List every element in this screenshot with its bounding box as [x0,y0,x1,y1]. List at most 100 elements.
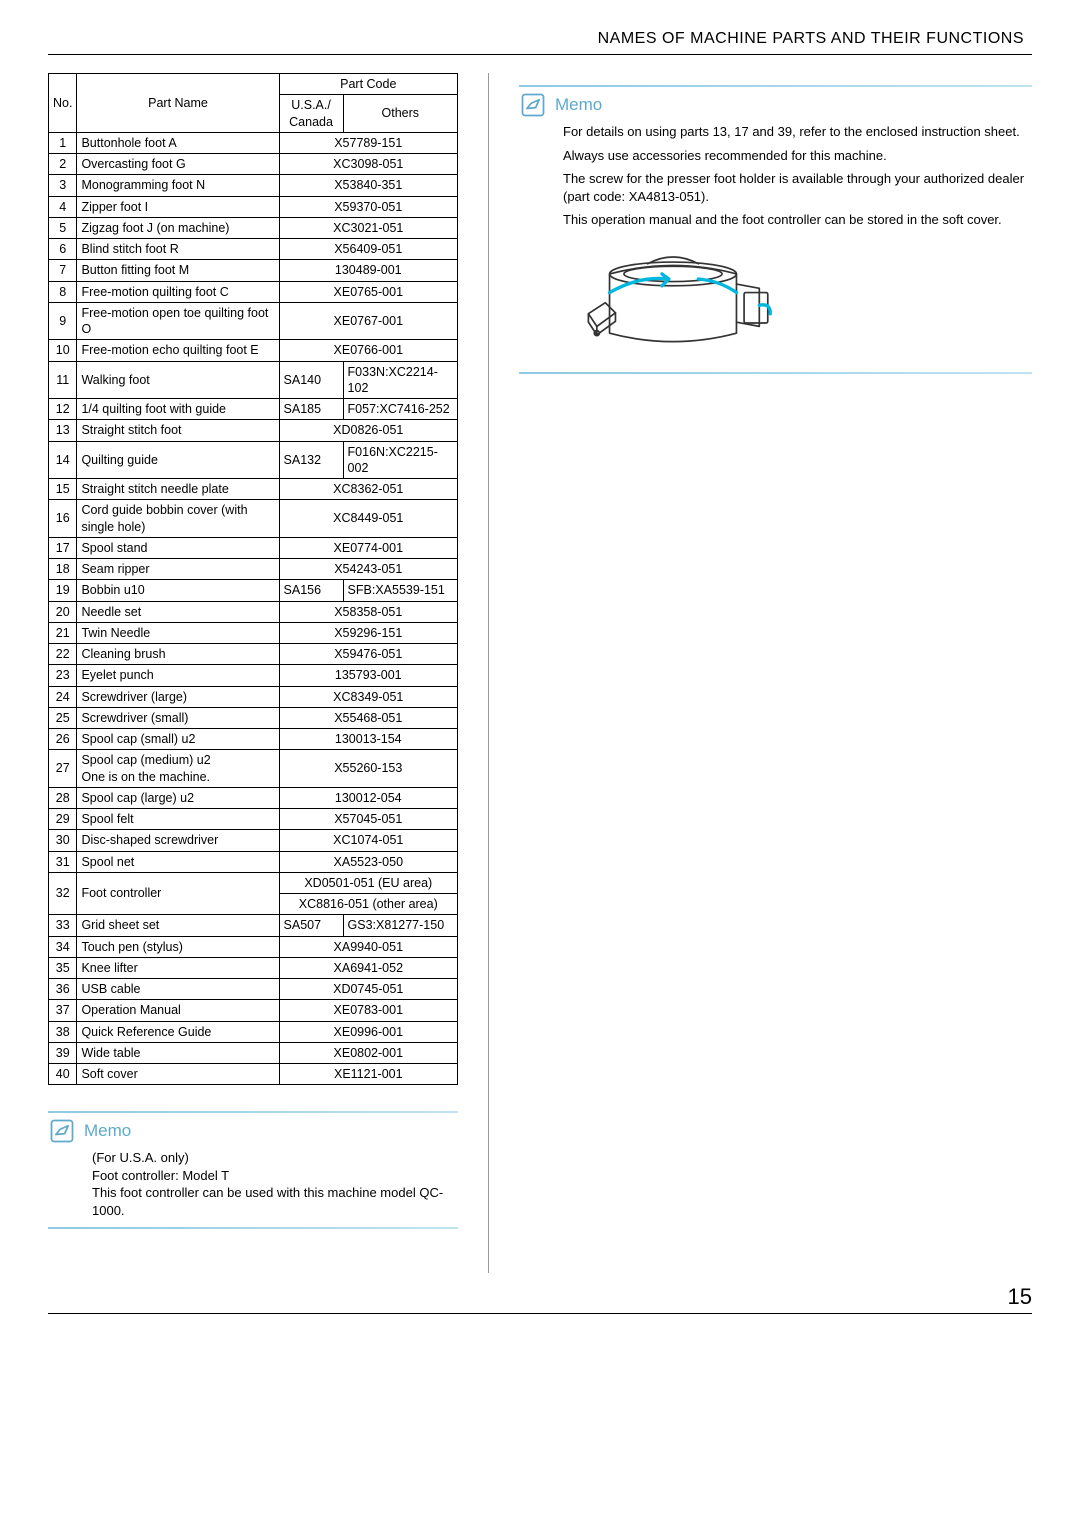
cell-partname: Buttonhole foot A [77,132,279,153]
cell-code: X57045-051 [279,809,457,830]
cell-partname: Walking foot [77,361,279,399]
cell-no: 8 [49,281,77,302]
cell-no: 6 [49,239,77,260]
cell-partname: Touch pen (stylus) [77,936,279,957]
memo-right: Memo For details on using parts 13, 17 a… [519,79,1032,380]
cell-code: X54243-051 [279,559,457,580]
memo-line: (For U.S.A. only) [92,1149,458,1167]
table-row: 1Buttonhole foot AX57789-151 [49,132,458,153]
table-row: 27Spool cap (medium) u2 One is on the ma… [49,750,458,788]
cell-code: X58358-051 [279,601,457,622]
cell-code: 135793-001 [279,665,457,686]
cell-partname: Overcasting foot G [77,154,279,175]
cell-partname: Twin Needle [77,622,279,643]
cell-partname: Quilting guide [77,441,279,479]
memo-para: For details on using parts 13, 17 and 39… [563,123,1032,141]
cell-no: 25 [49,707,77,728]
table-row: 19Bobbin u10SA156SFB:XA5539-151 [49,580,458,601]
cell-no: 35 [49,957,77,978]
cell-no: 32 [49,872,77,915]
table-row: 40Soft coverXE1121-001 [49,1064,458,1085]
memo-para: Always use accessories recommended for t… [563,147,1032,165]
cell-code-usa: SA156 [279,580,343,601]
cell-partname: Eyelet punch [77,665,279,686]
cell-code-line: XC8816-051 (other area) [280,894,457,914]
cell-code: XA9940-051 [279,936,457,957]
cell-no: 40 [49,1064,77,1085]
table-row: 8Free-motion quilting foot CXE0765-001 [49,281,458,302]
cell-partname: Quick Reference Guide [77,1021,279,1042]
table-row: 18Seam ripperX54243-051 [49,559,458,580]
table-row: 32Foot controllerXD0501-051 (EU area)XC8… [49,872,458,915]
memo-rule [48,1111,458,1113]
table-row: 34Touch pen (stylus)XA9940-051 [49,936,458,957]
memo-title: Memo [555,95,602,115]
cell-partname: Operation Manual [77,1000,279,1021]
cell-partname: Knee lifter [77,957,279,978]
table-row: 37Operation ManualXE0783-001 [49,1000,458,1021]
cell-no: 27 [49,750,77,788]
cell-code-other: F057:XC7416-252 [343,399,457,420]
cell-code: XE0765-001 [279,281,457,302]
cell-partname: Monogramming foot N [77,175,279,196]
cell-no: 12 [49,399,77,420]
cell-code: X56409-051 [279,239,457,260]
table-row: 9Free-motion open toe quilting foot OXE0… [49,302,458,340]
cell-partname: Spool cap (medium) u2 One is on the mach… [77,750,279,788]
cell-code-usa: SA185 [279,399,343,420]
cell-code: XE0996-001 [279,1021,457,1042]
cell-partname: Straight stitch foot [77,420,279,441]
table-row: 121/4 quilting foot with guideSA185F057:… [49,399,458,420]
table-row: 16Cord guide bobbin cover (with single h… [49,500,458,538]
table-row: 20Needle setX58358-051 [49,601,458,622]
cell-no: 5 [49,217,77,238]
cell-partname: Cord guide bobbin cover (with single hol… [77,500,279,538]
memo-icon [48,1117,76,1145]
table-row: 26Spool cap (small) u2130013-154 [49,729,458,750]
cell-partname: Disc-shaped screwdriver [77,830,279,851]
cell-code-other: SFB:XA5539-151 [343,580,457,601]
cell-code: XC3098-051 [279,154,457,175]
table-row: 35Knee lifterXA6941-052 [49,957,458,978]
cell-no: 23 [49,665,77,686]
table-row: 38Quick Reference GuideXE0996-001 [49,1021,458,1042]
table-row: 25Screwdriver (small)X55468-051 [49,707,458,728]
cell-no: 1 [49,132,77,153]
parts-table-head: No. Part Name Part Code U.S.A./ Canada O… [49,74,458,133]
cell-no: 26 [49,729,77,750]
cell-code: XC3021-051 [279,217,457,238]
cell-code: X55468-051 [279,707,457,728]
cell-no: 20 [49,601,77,622]
cell-partname: Spool stand [77,537,279,558]
cell-no: 31 [49,851,77,872]
cell-no: 16 [49,500,77,538]
table-row: 29Spool feltX57045-051 [49,809,458,830]
cell-no: 7 [49,260,77,281]
columns: No. Part Name Part Code U.S.A./ Canada O… [48,73,1032,1273]
cell-code: XC8349-051 [279,686,457,707]
cell-no: 4 [49,196,77,217]
cell-partname: Spool cap (small) u2 [77,729,279,750]
cell-no: 29 [49,809,77,830]
table-row: 5Zigzag foot J (on machine)XC3021-051 [49,217,458,238]
table-row: 4Zipper foot IX59370-051 [49,196,458,217]
cell-no: 19 [49,580,77,601]
cell-no: 39 [49,1042,77,1063]
cell-code: XE0766-001 [279,340,457,361]
table-row: 23Eyelet punch135793-001 [49,665,458,686]
parts-table: No. Part Name Part Code U.S.A./ Canada O… [48,73,458,1085]
cell-code: XC8449-051 [279,500,457,538]
table-row: 36USB cableXD0745-051 [49,979,458,1000]
cell-no: 11 [49,361,77,399]
cell-partname: Button fitting foot M [77,260,279,281]
cell-partname: Wide table [77,1042,279,1063]
cell-partname: Free-motion open toe quilting foot O [77,302,279,340]
table-row: 33Grid sheet setSA507GS3:X81277-150 [49,915,458,936]
soft-cover-illustration [563,241,1032,364]
page-number: 15 [1008,1284,1032,1310]
th-partcode: Part Code [279,74,457,95]
cell-partname: USB cable [77,979,279,1000]
table-row: 15Straight stitch needle plateXC8362-051 [49,479,458,500]
title-rule [48,54,1032,55]
cell-no: 33 [49,915,77,936]
